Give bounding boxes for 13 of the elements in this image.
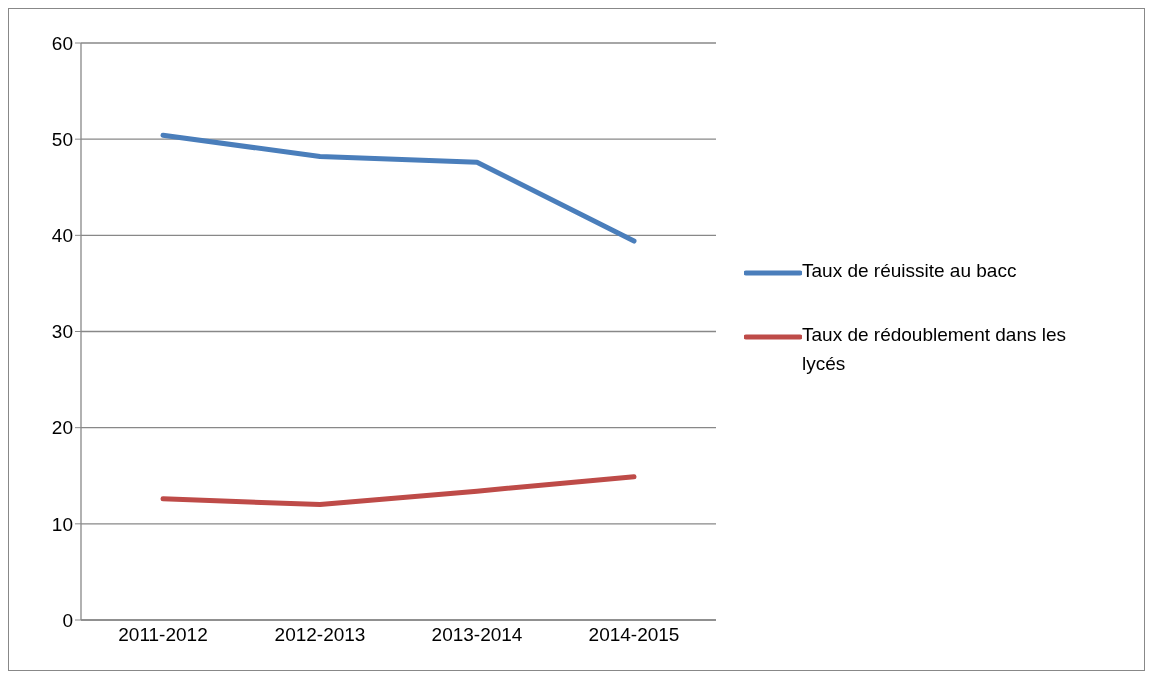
- y-tick-label: 0: [62, 609, 73, 631]
- legend-label: Taux de rédoublement dans les lycés: [802, 323, 1068, 376]
- x-tick-label: 2014-2015: [588, 624, 680, 646]
- y-tick-label: 10: [51, 513, 73, 535]
- legend-label: Taux de réuissite au bacc: [802, 259, 1017, 283]
- x-tick-label: 2011-2012: [118, 624, 208, 646]
- x-tick-label: 2013-2014: [431, 624, 523, 646]
- x-tick-label: 2012-2013: [274, 624, 366, 646]
- y-tick-label: 40: [51, 225, 73, 247]
- y-tick-label: 60: [51, 32, 73, 54]
- y-tick-label: 50: [51, 128, 73, 150]
- y-tick-label: 30: [51, 321, 73, 343]
- y-tick-label: 20: [51, 417, 73, 439]
